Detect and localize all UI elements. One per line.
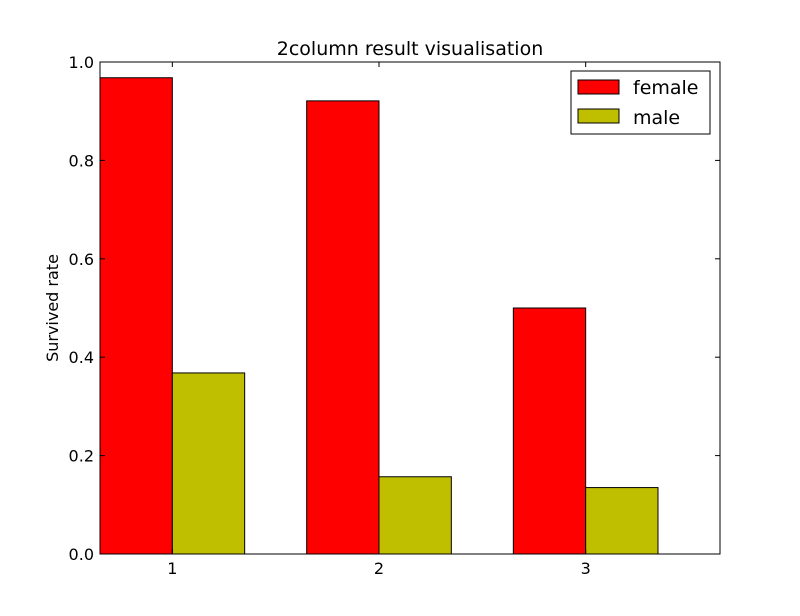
bar-male-2: [378, 476, 452, 555]
x-tick-label-3: 3: [581, 559, 591, 578]
legend: female male: [570, 70, 711, 135]
y-tick-label: 0.4: [69, 348, 94, 367]
y-tick-label: 0.2: [69, 447, 94, 466]
bar-male-1: [171, 372, 246, 555]
bars-group: [99, 77, 659, 555]
legend-swatch-female: [577, 79, 620, 95]
y-tick-label: 0.8: [69, 151, 94, 170]
y-tick-label: 1.0: [69, 53, 94, 72]
bar-female-2: [306, 100, 380, 555]
legend-swatch-male: [577, 108, 620, 124]
y-axis-title: Survived rate: [43, 254, 62, 362]
y-tick-label: 0.6: [69, 250, 94, 269]
x-tick-label-2: 2: [374, 559, 384, 578]
x-tick-label-1: 1: [167, 559, 177, 578]
plot-frame: [99, 61, 721, 555]
ticks-group: 0.0 0.2 0.4 0.6 0.8 1.0 1 2 3: [69, 53, 720, 578]
bar-female-1: [99, 77, 173, 555]
bar-female-3: [512, 307, 587, 555]
bar-male-3: [585, 487, 659, 555]
legend-label-male: male: [633, 107, 680, 129]
y-tick-label: 0.0: [69, 545, 94, 564]
chart-title: 2column result visualisation: [277, 38, 543, 60]
legend-label-female: female: [633, 77, 699, 99]
